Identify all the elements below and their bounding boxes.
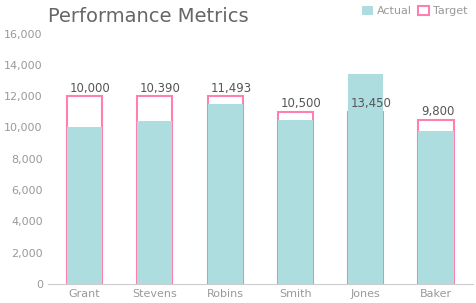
Bar [347,112,382,284]
Text: 13,450: 13,450 [350,97,391,110]
Legend: Actual, Target: Actual, Target [357,2,471,21]
Bar [417,120,453,284]
Bar [277,112,312,284]
Bar [417,131,453,284]
Bar [347,74,382,284]
Text: 9,800: 9,800 [420,105,454,118]
Text: 10,390: 10,390 [140,82,180,95]
Bar [67,96,102,284]
Text: 11,493: 11,493 [210,82,251,95]
Bar [137,96,172,284]
Bar [67,128,102,284]
Bar [277,120,312,284]
Bar [137,122,172,284]
Bar [207,96,242,284]
Text: 10,500: 10,500 [280,97,321,110]
Text: 10,000: 10,000 [69,82,110,95]
Bar [207,104,242,284]
Text: Performance Metrics: Performance Metrics [48,8,248,26]
